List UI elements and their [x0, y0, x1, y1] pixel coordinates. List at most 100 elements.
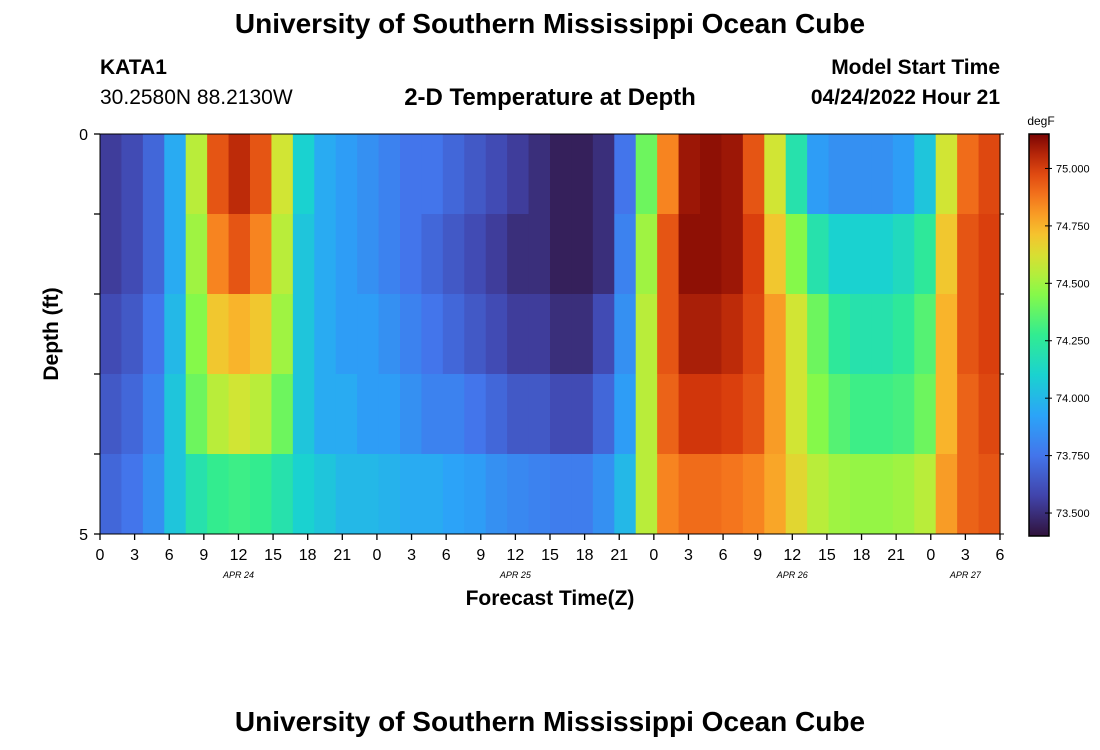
heatmap-cell	[400, 294, 423, 375]
heatmap-cell	[250, 294, 273, 375]
heatmap-cell	[142, 134, 165, 215]
heatmap-cell	[442, 374, 465, 455]
heatmap-cell	[657, 374, 680, 455]
heatmap-cell	[614, 214, 637, 295]
heatmap-cell	[807, 374, 830, 455]
heatmap-cell	[592, 294, 615, 375]
heatmap-cell	[207, 134, 230, 215]
heatmap-cell	[635, 454, 658, 535]
heatmap-cell	[635, 374, 658, 455]
heatmap-cell	[785, 454, 808, 535]
x-tick-label: 3	[407, 547, 416, 564]
heatmap-cell	[871, 454, 894, 535]
heatmap-cell	[785, 134, 808, 215]
heatmap-cell	[142, 294, 165, 375]
colorbar	[1028, 133, 1050, 537]
heatmap-cell	[400, 214, 423, 295]
x-tick-label: 21	[333, 547, 351, 564]
heatmap-cell	[464, 294, 487, 375]
heatmap-cell	[185, 454, 208, 535]
heatmap-cell	[700, 454, 723, 535]
heatmap-cell	[850, 214, 873, 295]
heatmap-cell	[871, 214, 894, 295]
heatmap-cell	[721, 454, 744, 535]
heatmap-cell	[550, 214, 573, 295]
heatmap-cell	[507, 214, 530, 295]
heatmap-cell	[400, 134, 423, 215]
heatmap-cell	[678, 374, 701, 455]
heatmap-cell	[335, 374, 358, 455]
heatmap-cell	[764, 294, 787, 375]
heatmap-cell	[314, 134, 337, 215]
x-tick-label: 12	[783, 547, 801, 564]
station-coordinates: 30.2580N 88.2130W	[100, 86, 293, 109]
heatmap-cell	[100, 294, 123, 375]
heatmap-cell	[421, 294, 444, 375]
heatmap-cell	[657, 294, 680, 375]
heatmap-cell	[228, 134, 251, 215]
heatmap-cell	[421, 454, 444, 535]
heatmap-cell	[571, 214, 594, 295]
heatmap-cell	[764, 214, 787, 295]
heatmap-cell	[292, 134, 315, 215]
heatmap-cell	[700, 294, 723, 375]
heatmap-cell	[528, 294, 551, 375]
heatmap-cell	[271, 294, 294, 375]
heatmap-cell	[228, 214, 251, 295]
heatmap-cell	[485, 374, 508, 455]
heatmap-cell	[892, 134, 915, 215]
heatmap-cell	[421, 214, 444, 295]
x-tick-label: 6	[719, 547, 728, 564]
y-tick-label: 0	[79, 127, 88, 144]
heatmap-cell	[228, 454, 251, 535]
heatmap-cell	[935, 134, 958, 215]
heatmap-cell	[742, 214, 765, 295]
heatmap-cell	[657, 134, 680, 215]
heatmap-cell	[978, 214, 1001, 295]
heatmap-cell	[464, 374, 487, 455]
heatmap-cell	[400, 374, 423, 455]
x-tick-label: 0	[96, 547, 105, 564]
heatmap-cell	[871, 134, 894, 215]
heatmap-cell	[335, 294, 358, 375]
heatmap-cell	[721, 214, 744, 295]
x-tick-label: 12	[230, 547, 248, 564]
heatmap-cell	[357, 134, 380, 215]
heatmap-cell	[185, 374, 208, 455]
model-start-label: Model Start Time	[831, 56, 1000, 79]
heatmap-cell	[485, 294, 508, 375]
heatmap-cell	[678, 454, 701, 535]
x-tick-label: 18	[299, 547, 317, 564]
heatmap-cell	[292, 374, 315, 455]
heatmap-cell	[228, 374, 251, 455]
heatmap-cell	[678, 294, 701, 375]
heatmap-cell	[207, 214, 230, 295]
heatmap-cell	[592, 374, 615, 455]
x-axis-label: Forecast Time(Z)	[466, 587, 635, 610]
heatmap-cell	[142, 454, 165, 535]
heatmap-cell	[892, 374, 915, 455]
x-tick-label: 3	[130, 547, 139, 564]
colorbar-tick-label: 74.750	[1056, 221, 1090, 233]
y-axis: 05	[79, 127, 1004, 544]
heatmap-cell	[914, 374, 937, 455]
colorbar-tick-label: 74.250	[1056, 336, 1090, 348]
heatmap-cell	[400, 454, 423, 535]
x-tick-label: 15	[818, 547, 836, 564]
x-tick-label: 6	[442, 547, 451, 564]
x-tick-label: 21	[887, 547, 905, 564]
x-tick-label: 6	[996, 547, 1005, 564]
heatmap-cell	[978, 134, 1001, 215]
heatmap-cell	[442, 214, 465, 295]
heatmap-cell	[957, 294, 980, 375]
heatmap-cell	[550, 134, 573, 215]
heatmap-cells	[100, 134, 1001, 535]
heatmap-cell	[678, 134, 701, 215]
y-tick-label: 5	[79, 527, 88, 544]
heatmap-cell	[378, 134, 401, 215]
heatmap-cell	[957, 454, 980, 535]
heatmap-cell	[292, 214, 315, 295]
heatmap-cell	[378, 294, 401, 375]
heatmap-cell	[271, 454, 294, 535]
heatmap-cell	[850, 294, 873, 375]
